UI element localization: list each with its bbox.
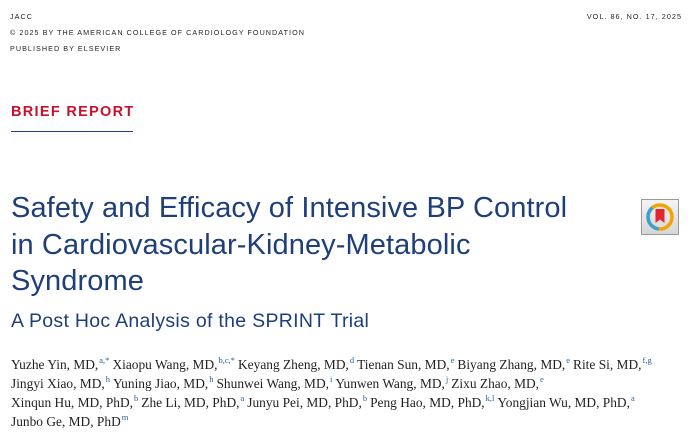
author-entry: Biyang Zhang, MD,e [457,355,571,372]
publisher-line: PUBLISHED BY ELSEVIER [10,44,122,53]
author-entry: Junyu Pei, MD, PhD,b [247,393,368,410]
author-name: Xiaopu Wang, MD, [112,357,218,372]
affiliation-marker[interactable]: e [450,355,455,365]
author-entry: Shunwei Wang, MD,i [216,374,333,391]
affiliation-marker[interactable]: h [209,374,214,384]
author-entry: Yunwen Wang, MD,j [335,374,449,391]
author-entry: Jingyi Xiao, MD,h [11,374,110,391]
affiliation-marker[interactable]: b,c,* [218,355,236,365]
author-entry: Junbo Ge, MD, PhDm [11,412,129,429]
affiliation-marker[interactable]: h [105,374,110,384]
author-entry: Rite Si, MD,f,g [573,355,652,372]
author-entry: Yuning Jiao, MD,h [113,374,214,391]
author-line: Junbo Ge, MD, PhDm [11,412,691,431]
author-name: Jingyi Xiao, MD, [11,376,105,391]
affiliation-marker[interactable]: d [349,355,355,365]
affiliation-marker[interactable]: a,* [99,355,110,365]
author-name: Junbo Ge, MD, PhD [11,414,121,429]
affiliation-marker[interactable]: a [240,393,245,403]
author-name: Yuzhe Yin, MD, [11,357,99,372]
author-entry: Zhe Li, MD, PhD,a [141,393,245,410]
journal-header: JACC © 2025 BY THE AMERICAN COLLEGE OF C… [10,9,305,57]
affiliation-marker[interactable]: e [540,374,544,384]
author-name: Tienan Sun, MD, [357,357,450,372]
author-line: Jingyi Xiao, MD,h Yuning Jiao, MD,h Shunwe… [11,374,691,393]
author-entry: Xiaopu Wang, MD,b,c,* [112,355,236,372]
author-name: Yunwen Wang, MD, [335,376,445,391]
affiliation-marker[interactable]: m [121,412,129,422]
copyright-line: © 2025 BY THE AMERICAN COLLEGE OF CARDIO… [10,28,305,37]
journal-name: JACC [10,12,33,21]
section-label: BRIEF REPORT [11,104,135,120]
author-name: Rite Si, MD, [573,357,642,372]
author-name: Keyang Zheng, MD, [238,357,349,372]
author-name: Peng Hao, MD, PhD, [370,395,485,410]
author-name: Shunwei Wang, MD, [216,376,329,391]
check-for-updates-icon [646,203,674,231]
author-name: Junyu Pei, MD, PhD, [247,395,362,410]
volume-info: VOL. 86, NO. 17, 2025 [586,12,682,21]
article-subtitle: A Post Hoc Analysis of the SPRINT Trial [11,310,370,332]
author-list: Yuzhe Yin, MD,a,* Xiaopu Wang, MD,b,c,* Ke… [11,355,691,431]
affiliation-marker[interactable]: b [134,393,139,403]
affiliation-marker[interactable]: j [445,374,449,384]
author-name: Zixu Zhao, MD, [451,376,540,391]
author-name: Yuning Jiao, MD, [113,376,209,391]
author-entry: Yongjian Wu, MD, PhD,a [497,393,635,410]
affiliation-marker[interactable]: a [630,393,635,403]
author-entry: Keyang Zheng, MD,d [238,355,355,372]
author-line: Yuzhe Yin, MD,a,* Xiaopu Wang, MD,b,c,* Ke… [11,355,691,374]
affiliation-marker[interactable]: k,l [485,393,495,403]
check-for-updates-badge[interactable] [641,199,679,235]
affiliation-marker[interactable]: b [362,393,368,403]
author-entry: Tienan Sun, MD,e [357,355,455,372]
author-entry: Xinqun Hu, MD, PhD,b [11,393,139,410]
author-name: Xinqun Hu, MD, PhD, [11,395,134,410]
affiliation-marker[interactable]: f,g [642,355,652,365]
author-entry: Peng Hao, MD, PhD,k,l [370,393,495,410]
author-name: Zhe Li, MD, PhD, [141,395,240,410]
author-name: Yongjian Wu, MD, PhD, [497,395,630,410]
author-entry: Yuzhe Yin, MD,a,* [11,355,110,372]
author-name: Biyang Zhang, MD, [457,357,566,372]
section-divider [11,131,133,132]
author-entry: Zixu Zhao, MD,e [451,374,544,391]
affiliation-marker[interactable]: e [566,355,571,365]
author-line: Xinqun Hu, MD, PhD,b Zhe Li, MD, PhD,a Jun… [11,393,691,412]
article-title: Safety and Efficacy of Intensive BP Cont… [11,192,568,297]
affiliation-marker[interactable]: i [329,374,333,384]
